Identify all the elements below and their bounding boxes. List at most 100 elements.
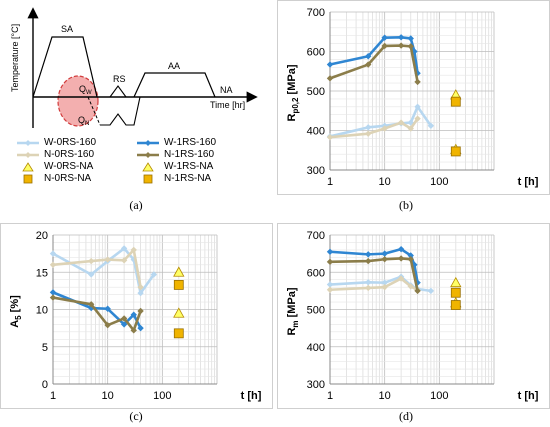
x-axis-label: t [h]	[518, 390, 539, 402]
data-point	[397, 42, 405, 49]
y-tick-label: 500	[307, 305, 325, 317]
data-point	[88, 257, 95, 265]
label-aa: AA	[168, 61, 180, 71]
na-marker-square	[173, 280, 184, 290]
caption-b: (b)	[399, 198, 413, 212]
y-tick-label: 15	[36, 267, 48, 279]
heat-treatment-schematic: Temperature [°C] SA RS AA NA Time [hr] Q…	[10, 7, 258, 128]
x-tick-label: 1	[327, 390, 333, 402]
data-point	[414, 287, 421, 295]
x-tick-label: 100	[430, 176, 448, 188]
data-point	[365, 130, 372, 137]
data-point	[326, 248, 334, 255]
na-marker-square	[450, 96, 461, 107]
data-point	[326, 286, 334, 293]
x-tick-label: 100	[153, 390, 171, 402]
data-point	[88, 304, 95, 312]
legend-swatch	[143, 174, 153, 183]
data-point	[381, 125, 388, 132]
data-point	[365, 279, 372, 286]
series-line	[52, 248, 142, 288]
data-point	[49, 261, 57, 268]
y-tick-label: 300	[307, 165, 325, 177]
data-point	[104, 305, 111, 312]
data-point	[326, 75, 334, 82]
legend-item: N-0RS-160	[16, 149, 94, 160]
chart-yield-strength: 300 400 500 600 700 1 10 100 t [h] Rp0,2 [MPa]	[277, 0, 550, 195]
data-point	[150, 271, 158, 278]
y-tick-label: 5	[42, 342, 48, 354]
series-line	[52, 291, 142, 329]
data-point	[365, 124, 372, 131]
na-marker-triangle	[450, 276, 462, 288]
data-point	[49, 294, 57, 301]
caption-a: (a)	[129, 198, 143, 212]
y-tick-label: 300	[307, 379, 325, 391]
x-tick-label: 10	[102, 390, 114, 402]
label-qn: QN	[78, 115, 89, 127]
data-point	[120, 245, 128, 252]
rs-upper	[109, 85, 127, 98]
legend-swatch	[142, 161, 154, 171]
data-point	[365, 257, 372, 265]
quench-w-path	[87, 96, 101, 126]
data-point	[365, 61, 372, 68]
legend-label: N-1RS-160	[164, 149, 215, 160]
aa-curve	[133, 72, 216, 98]
data-point	[414, 78, 421, 86]
data-point	[104, 256, 111, 263]
quench-zone	[57, 75, 99, 127]
y-tick-label: 600	[307, 47, 325, 59]
legend-label: N-0RS-160	[44, 149, 95, 160]
data-point	[326, 61, 334, 68]
legend-item: N-1RS-160	[136, 149, 214, 160]
y-axis-label: Rp0,2 [MPa]	[286, 64, 300, 121]
caption-d: (d)	[399, 409, 413, 423]
data-point	[120, 315, 128, 322]
data-point	[326, 134, 334, 141]
data-point	[130, 327, 137, 334]
chart-tensile-strength: 300 400 500 600 700 1 10 100 t [h] Rm [MPa]	[277, 223, 550, 409]
legend-item: W-1RS-NA	[136, 161, 213, 172]
x-tick-label: 10	[379, 390, 391, 402]
na-marker-square	[450, 300, 461, 310]
data-point	[365, 284, 372, 292]
data-point	[130, 246, 137, 254]
data-point	[414, 115, 421, 122]
series-line	[329, 44, 419, 83]
y-tick-label: 500	[307, 86, 325, 98]
data-point	[411, 48, 418, 55]
legend-label: W-0RS-NA	[44, 161, 94, 172]
sa-curve	[32, 36, 98, 98]
label-temperature: Temperature [°C]	[10, 24, 20, 92]
data-point	[49, 250, 57, 257]
y-tick-label: 20	[36, 230, 48, 242]
data-point	[120, 321, 128, 328]
chart-frame	[277, 223, 550, 409]
y-tick-label: 700	[307, 7, 325, 19]
na-marker-triangle	[173, 307, 185, 318]
data-point	[381, 283, 388, 291]
legend-label: W-1RS-NA	[164, 161, 214, 172]
y-axis-label: A5 [%]	[9, 295, 23, 328]
legend-label: N-0RS-NA	[44, 173, 92, 184]
data-point	[137, 324, 144, 332]
data-point	[397, 34, 405, 41]
legend-item: W-0RS-160	[16, 137, 96, 148]
data-point	[120, 257, 128, 264]
legend-swatch	[23, 174, 33, 183]
data-point	[427, 122, 435, 129]
legend-item: W-0RS-NA	[16, 161, 93, 172]
data-point	[381, 250, 388, 257]
chart-elongation: 0 5 10 15 20 1 10 100 t [h] A5 [%]	[0, 223, 273, 409]
data-point	[381, 279, 388, 286]
series-line	[52, 296, 142, 332]
na-marker-square	[450, 146, 461, 157]
legend-label: W-1RS-160	[164, 137, 217, 148]
data-point	[137, 307, 144, 315]
label-time: Time [hr]	[210, 100, 245, 110]
caption-c: (c)	[129, 409, 143, 423]
legend-item: N-0RS-NA	[16, 173, 91, 184]
y-tick-label: 700	[307, 230, 325, 242]
data-point	[326, 258, 334, 266]
